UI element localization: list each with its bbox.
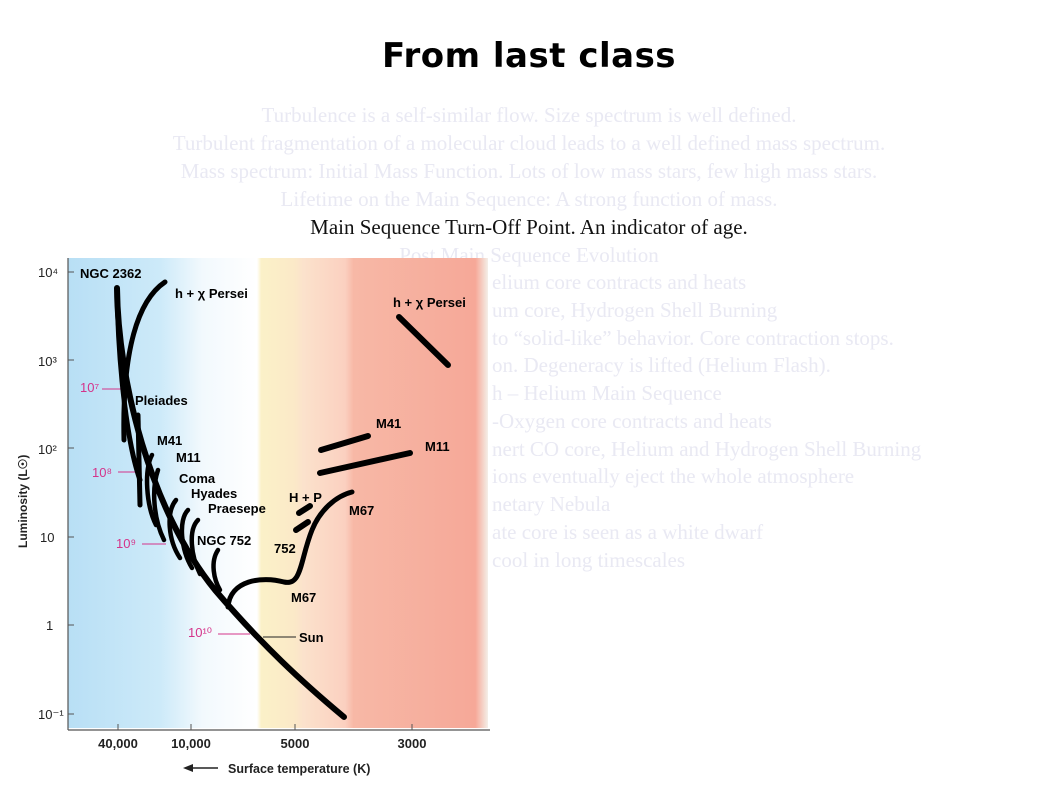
m11-giant-track xyxy=(317,450,413,476)
praesepe-track xyxy=(189,517,203,577)
y-axis-label: Luminosity (L☉) xyxy=(16,455,30,548)
x-tick-label: 5000 xyxy=(281,736,310,751)
partial-line-2: um core, Hydrogen Shell Burning xyxy=(492,298,778,322)
hyades-track xyxy=(179,507,195,571)
label-m11: M11 xyxy=(176,450,201,465)
hp-giant-segment xyxy=(296,503,313,516)
y-tick-label: 10⁻¹ xyxy=(38,707,64,722)
text-line-3: Mass spectrum: Initial Mass Function. Lo… xyxy=(180,159,878,183)
label-hx-persei: h + χ Persei xyxy=(175,286,248,301)
x-tick-label: 3000 xyxy=(398,736,427,751)
label-m41: M41 xyxy=(157,433,182,448)
label-ngc752-short: 752 xyxy=(274,541,296,556)
label-m11-right: M11 xyxy=(425,439,450,454)
label-ngc752: NGC 752 xyxy=(197,533,251,548)
label-praesepe: Praesepe xyxy=(208,501,266,516)
x-axis-label: Surface temperature (K) xyxy=(228,762,370,776)
hx-persei-giant-track xyxy=(396,314,451,368)
partial-line-6: -Oxygen core contracts and heats xyxy=(492,409,772,433)
age-label: 10⁷ xyxy=(80,380,99,395)
ngc752-track xyxy=(211,547,223,593)
age-label: 10⁹ xyxy=(116,536,136,551)
partial-line-11: cool in long timescales xyxy=(492,548,686,572)
x-axis-arrow xyxy=(183,764,218,772)
y-tick-label: 10 xyxy=(40,530,54,545)
pleiades-track xyxy=(135,412,143,508)
hr-diagram-figure: 10⁴ 10³ 10² 10 1 10⁻¹ Luminosity (L☉) 40… xyxy=(16,258,490,776)
text-line-highlight: Main Sequence Turn-Off Point. An indicat… xyxy=(310,215,748,239)
x-tick-label: 10,000 xyxy=(171,736,211,751)
label-ngc2362: NGC 2362 xyxy=(80,266,141,281)
partial-line-10: ate core is seen as a white dwarf xyxy=(492,520,764,544)
ngc752-giant-segment xyxy=(293,519,311,533)
partial-line-7: nert CO core, Helium and Hydrogen Shell … xyxy=(492,437,922,461)
label-m67-lower: M67 xyxy=(291,590,316,605)
partial-line-1: elium core contracts and heats xyxy=(492,270,747,294)
m11-track xyxy=(151,467,167,543)
text-line-1: Turbulence is a self-similar flow. Size … xyxy=(261,103,797,127)
label-sun: Sun xyxy=(299,630,324,645)
slide-title: From last class xyxy=(381,36,677,76)
partial-line-3: to “solid-like” behavior. Core contracti… xyxy=(492,326,894,350)
age-label: 10⁸ xyxy=(92,465,112,480)
label-hx-persei-right: h + χ Persei xyxy=(393,295,466,310)
partial-line-5: h – Helium Main Sequence xyxy=(492,381,722,405)
m41-giant-track xyxy=(318,433,371,453)
partial-line-8: ions eventually eject the whole atmosphe… xyxy=(492,464,855,488)
y-tick-label: 1 xyxy=(46,618,53,633)
text-line-2: Turbulent fragmentation of a molecular c… xyxy=(172,131,886,155)
partial-line-4: on. Degeneracy is lifted (Helium Flash). xyxy=(492,353,831,377)
label-m41-right: M41 xyxy=(376,416,401,431)
age-label: 10¹⁰ xyxy=(188,625,212,640)
m41-track xyxy=(144,452,159,528)
label-pleiades: Pleiades xyxy=(135,393,188,408)
label-hp: H + P xyxy=(289,490,322,505)
y-tick-label: 10⁴ xyxy=(38,265,58,280)
label-m67-upper: M67 xyxy=(349,503,374,518)
y-tick-label: 10² xyxy=(38,442,57,457)
label-hyades: Hyades xyxy=(191,486,237,501)
x-tick-label: 40,000 xyxy=(98,736,138,751)
y-tick-label: 10³ xyxy=(38,354,57,369)
m67-track xyxy=(225,489,355,610)
text-line-4: Lifetime on the Main Sequence: A strong … xyxy=(280,187,778,211)
partial-line-9: netary Nebula xyxy=(492,492,611,516)
label-coma: Coma xyxy=(179,471,216,486)
hx-persei-track xyxy=(121,279,168,443)
coma-track xyxy=(167,497,183,561)
